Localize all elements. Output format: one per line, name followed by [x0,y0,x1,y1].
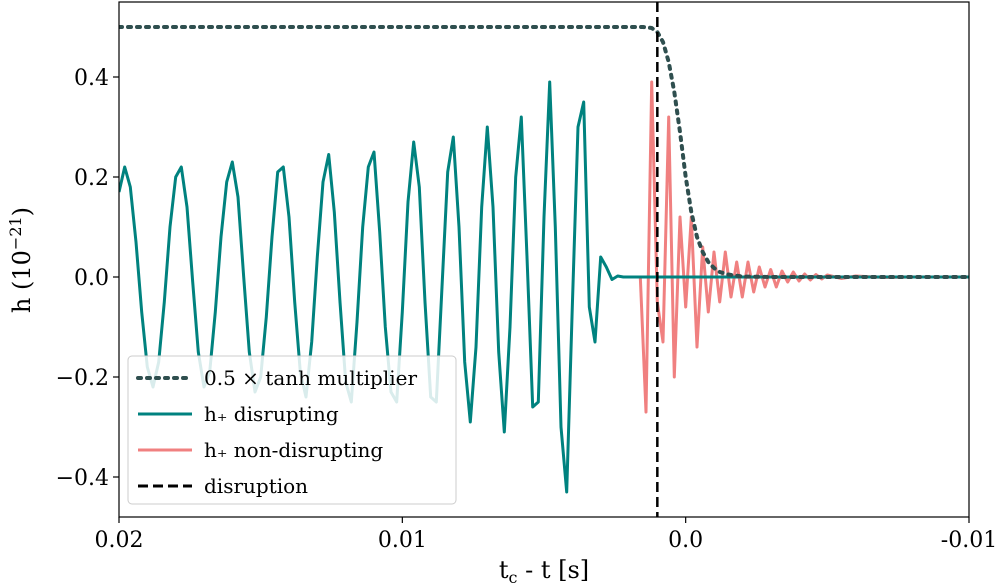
x-tick-label: 0.01 [378,528,427,553]
y-tick-label: 0.0 [74,266,109,291]
x-axis-label: tc - t [s] [499,556,589,584]
legend-label: 0.5 × tanh multiplier [204,366,417,390]
y-tick-label: 0.4 [74,66,109,91]
x-axis: 0.02 0.01 0.0 -0.01 [95,517,997,553]
series-line-2 [638,80,969,414]
x-tick-label: -0.01 [941,528,997,553]
y-tick-label: −0.4 [56,466,109,491]
series-line-1 [119,80,969,494]
legend-label: disruption [204,474,308,498]
y-axis: −0.4 −0.2 0.0 0.2 0.4 [56,66,119,491]
legend-label: h₊ non-disrupting [204,438,383,462]
y-tick-label: −0.2 [56,366,109,391]
y-tick-label: 0.2 [74,166,109,191]
legend-label: h₊ disrupting [204,402,339,426]
legend: 0.5 × tanh multiplier h₊ disrupting h₊ non… [127,355,457,505]
x-tick-label: 0.02 [95,528,144,553]
y-axis-label: h (10−21) [6,207,36,313]
plot-frame [118,1,970,518]
legend-box [127,355,457,505]
x-tick-label: 0.0 [668,528,703,553]
